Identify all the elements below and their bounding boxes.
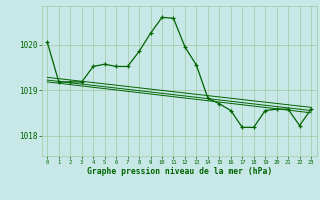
X-axis label: Graphe pression niveau de la mer (hPa): Graphe pression niveau de la mer (hPa) [87,167,272,176]
